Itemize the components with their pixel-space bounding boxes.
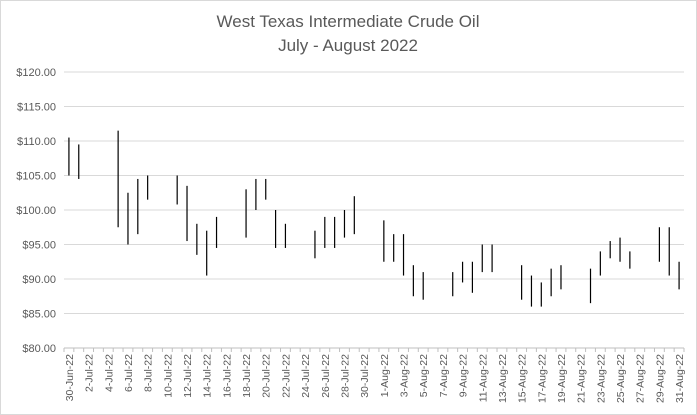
x-tick-label: 21-Aug-22 (576, 354, 588, 403)
chart-title: West Texas Intermediate Crude Oil (217, 12, 480, 31)
x-tick-label: 13-Aug-22 (497, 354, 509, 403)
y-tick-label: $95.00 (22, 240, 56, 252)
y-tick-label: $115.00 (17, 102, 56, 114)
x-tick-label: 14-Jul-22 (202, 354, 214, 398)
high-low-lines (68, 130, 680, 307)
x-tick-label: 19-Aug-22 (556, 354, 568, 403)
x-tick-label: 7-Aug-22 (438, 354, 450, 397)
y-tick-label: $90.00 (22, 274, 56, 286)
y-tick-label: $85.00 (22, 309, 56, 321)
y-tick-label: $110.00 (17, 136, 56, 148)
x-tick-label: 2-Jul-22 (84, 354, 96, 392)
x-tick-label: 11-Aug-22 (477, 354, 489, 402)
x-tick-label: 17-Aug-22 (536, 354, 548, 403)
y-tick-label: $100.00 (16, 205, 56, 217)
x-tick-label: 24-Jul-22 (300, 354, 312, 398)
x-tick-label: 12-Jul-22 (182, 354, 194, 398)
x-tick-label: 8-Jul-22 (143, 354, 155, 392)
x-tick-label: 6-Jul-22 (123, 354, 135, 392)
x-axis-ticks: 30-Jun-22 2-Jul-22 4-Jul-22 6-Jul-22 8-Jul-2… (63, 348, 686, 403)
x-tick-label: 25-Aug-22 (615, 354, 627, 403)
x-tick-label: 26-Jul-22 (320, 354, 332, 398)
x-tick-label: 5-Aug-22 (418, 354, 430, 397)
x-tick-label: 29-Aug-22 (654, 354, 666, 403)
y-tick-label: $80.00 (22, 343, 56, 355)
x-tick-label: 16-Jul-22 (221, 354, 233, 398)
y-tick-label: $105.00 (16, 171, 56, 183)
x-tick-label: 18-Jul-22 (241, 354, 253, 398)
x-tick-label: 1-Aug-22 (379, 354, 391, 397)
x-tick-label: 28-Jul-22 (339, 354, 351, 398)
chart-subtitle: July - August 2022 (278, 36, 418, 55)
x-tick-label: 20-Jul-22 (261, 354, 273, 398)
gridlines (64, 71, 684, 314)
x-tick-label: 9-Aug-22 (458, 354, 470, 397)
x-tick-label: 31-Aug-22 (674, 354, 686, 403)
x-tick-label: 15-Aug-22 (517, 354, 529, 403)
y-tick-label: $120.00 (16, 67, 56, 79)
y-axis-ticks: $80.00 $85.00 $90.00 $95.00 $100.00 $105.00 $1… (16, 67, 56, 355)
x-tick-label: 10-Jul-22 (162, 354, 174, 398)
x-tick-label: 30-Jun-22 (64, 354, 76, 401)
x-tick-label: 3-Aug-22 (399, 354, 411, 397)
x-tick-label: 23-Aug-22 (595, 354, 607, 403)
x-tick-label: 22-Jul-22 (280, 354, 292, 398)
x-tick-label: 4-Jul-22 (103, 354, 115, 392)
x-tick-label: 30-Jul-22 (359, 354, 371, 398)
x-tick-label: 27-Aug-22 (635, 354, 647, 403)
